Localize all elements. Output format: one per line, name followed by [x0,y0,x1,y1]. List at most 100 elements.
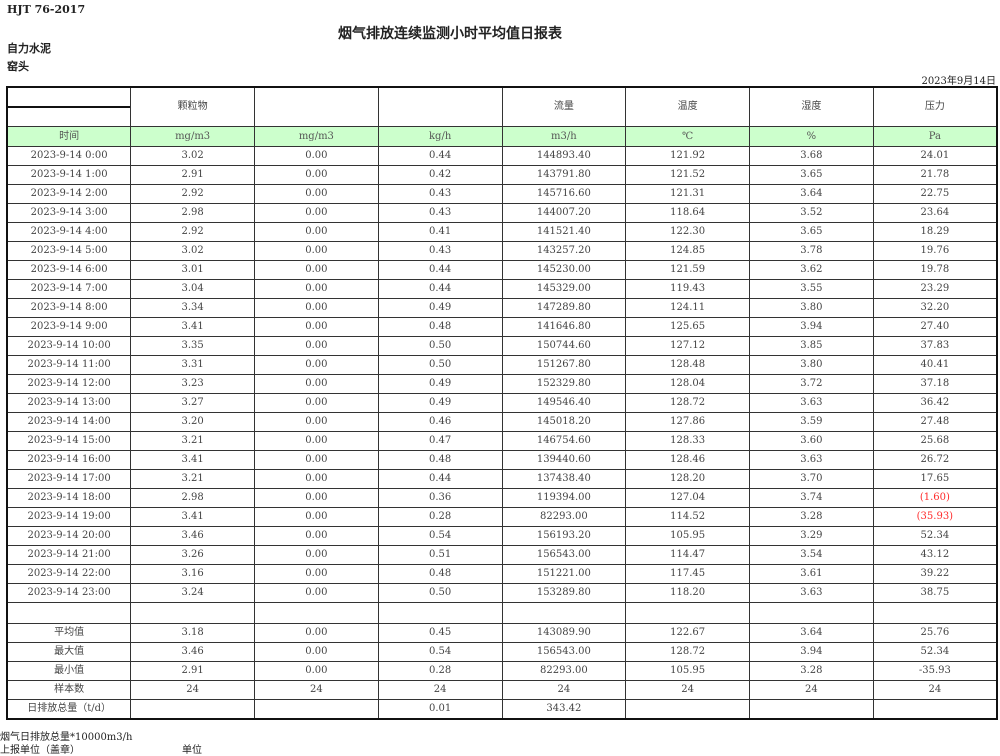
value-cell: 2.92 [130,184,255,204]
value-cell: 0.49 [377,393,503,413]
value-cell: 139440.60 [501,450,627,470]
footer-note: 烟气日排放总量*10000m3/h [0,732,133,743]
value-cell: 3.01 [130,260,255,280]
value-cell: 3.65 [749,165,874,185]
value-cell: 0.44 [377,469,503,489]
value-cell: 121.59 [625,260,750,280]
value-cell: 128.48 [625,355,750,375]
header-split-bottom [8,108,130,126]
time-cell: 2023-9-14 19:00 [6,507,132,527]
value-cell: 145230.00 [501,260,627,280]
value-cell: 137438.40 [501,469,627,489]
value-cell: 3.46 [130,526,255,546]
time-cell: 2023-9-14 2:00 [6,184,132,204]
value-cell: 3.78 [749,241,874,261]
value-cell: 127.86 [625,412,750,432]
table-row: 2023-9-14 4:00 2.92 0.00 0.41 141521.40 122.3… [6,222,998,242]
value-cell: 0.41 [377,222,503,242]
value-cell: 114.52 [625,507,750,527]
column-header: 压力 [872,86,998,127]
value-cell: 21.78 [872,165,998,185]
summary-value: 25.76 [872,623,998,643]
empty-cell [872,602,998,624]
table-row: 2023-9-14 0:00 3.02 0.00 0.44 144893.40 121.9… [6,146,998,166]
time-cell: 2023-9-14 21:00 [6,545,132,565]
value-cell: 0.43 [377,241,503,261]
summary-value: 52.34 [872,642,998,662]
value-cell: 0.00 [254,469,379,489]
value-cell: 0.36 [377,488,503,508]
value-cell: 0.00 [254,184,379,204]
unit-cell: % [749,126,874,147]
time-cell: 2023-9-14 22:00 [6,564,132,584]
value-cell: 23.29 [872,279,998,299]
value-cell: 118.20 [625,583,750,603]
time-cell: 2023-9-14 5:00 [6,241,132,261]
value-cell: 128.46 [625,450,750,470]
table-row: 2023-9-14 6:00 3.01 0.00 0.44 145230.00 121.5… [6,260,998,280]
value-cell: 37.83 [872,336,998,356]
summary-row: 平均值 3.18 0.00 0.45 143089.90 122.67 3.64 25.76 [6,623,998,643]
summary-value [872,699,998,720]
value-cell: 149546.40 [501,393,627,413]
value-cell: 0.00 [254,260,379,280]
value-cell: 3.52 [749,203,874,223]
value-cell: 0.54 [377,526,503,546]
value-cell: 119394.00 [501,488,627,508]
value-cell: 3.94 [749,317,874,337]
table-row: 2023-9-14 7:00 3.04 0.00 0.44 145329.00 119.4… [6,279,998,299]
unit-cell: m3/h [501,126,627,147]
standard-code: HJT 76-2017 [7,3,86,16]
table-row: 2023-9-14 11:00 3.31 0.00 0.50 151267.80 128.… [6,355,998,375]
value-cell: 0.00 [254,583,379,603]
empty-cell [501,602,627,624]
value-cell: 0.00 [254,393,379,413]
value-cell: 0.44 [377,279,503,299]
value-cell: 25.68 [872,431,998,451]
value-cell: 124.85 [625,241,750,261]
value-cell: 0.00 [254,222,379,242]
value-cell: 3.02 [130,146,255,166]
value-cell: 0.00 [254,203,379,223]
table-row: 2023-9-14 14:00 3.20 0.00 0.46 145018.20 127.… [6,412,998,432]
summary-value: 0.01 [377,699,503,720]
value-cell: 39.22 [872,564,998,584]
time-cell: 2023-9-14 11:00 [6,355,132,375]
summary-value: 0.45 [377,623,503,643]
time-cell: 2023-9-14 12:00 [6,374,132,394]
value-cell: 3.72 [749,374,874,394]
value-cell: 0.00 [254,165,379,185]
report-table: 颗粒物 流量 温度 湿度 压力 时间 mg/m3 mg/m3 kg/h m3/h ℃% Pa 2023-… [6,86,998,720]
value-cell: 2.98 [130,488,255,508]
value-cell: 19.78 [872,260,998,280]
summary-value: 24 [872,680,998,700]
time-cell: 2023-9-14 23:00 [6,583,132,603]
table-row: 2023-9-14 5:00 3.02 0.00 0.43 143257.20 124.8… [6,241,998,261]
summary-value: 24 [749,680,874,700]
table-row: 2023-9-14 3:00 2.98 0.00 0.43 144007.20 118.6… [6,203,998,223]
value-cell: 0.49 [377,298,503,318]
unit-cell: Pa [872,126,998,147]
blank-row [6,602,998,624]
value-cell: 27.40 [872,317,998,337]
value-cell: 0.48 [377,450,503,470]
time-cell: 2023-9-14 3:00 [6,203,132,223]
value-cell: 144893.40 [501,146,627,166]
value-cell: 2.92 [130,222,255,242]
summary-value: 24 [625,680,750,700]
value-cell: 3.16 [130,564,255,584]
value-cell: 0.44 [377,260,503,280]
value-cell: 145329.00 [501,279,627,299]
summary-label: 平均值 [6,623,132,643]
summary-label: 最小值 [6,661,132,681]
time-cell: 2023-9-14 0:00 [6,146,132,166]
time-cell: 2023-9-14 10:00 [6,336,132,356]
value-cell: 121.52 [625,165,750,185]
summary-value: 3.94 [749,642,874,662]
summary-value: 143089.90 [501,623,627,643]
time-cell: 2023-9-14 8:00 [6,298,132,318]
value-cell: 3.28 [749,507,874,527]
value-cell: 3.64 [749,184,874,204]
value-cell: 3.26 [130,545,255,565]
time-cell: 2023-9-14 4:00 [6,222,132,242]
